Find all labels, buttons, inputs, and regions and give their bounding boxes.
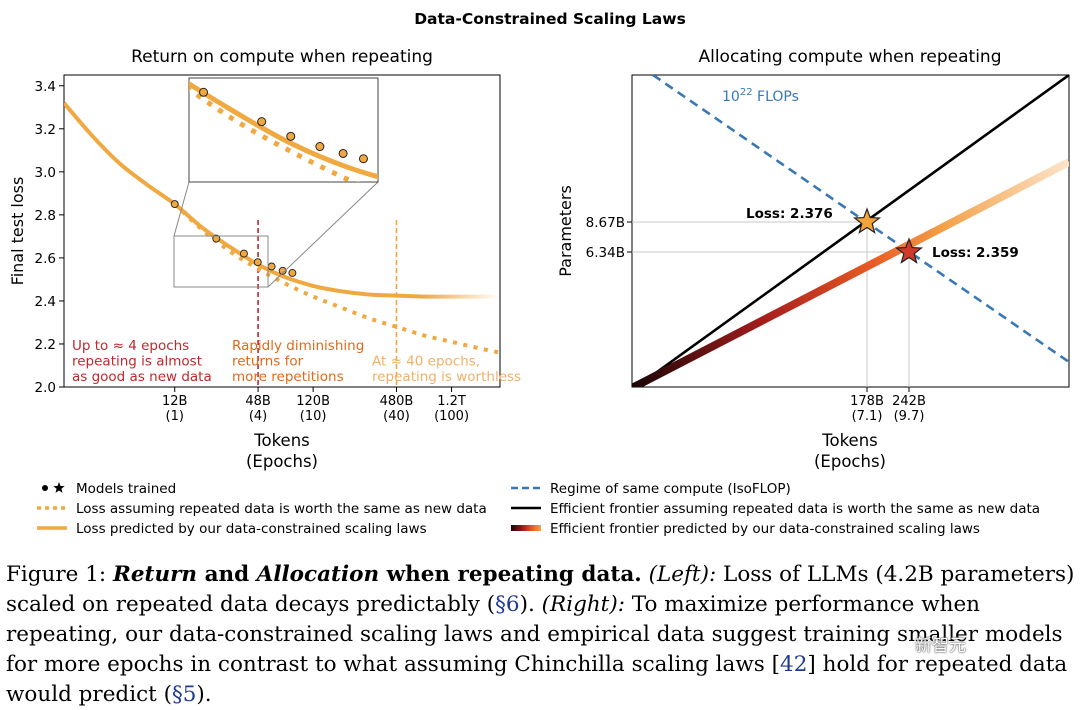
inset-model-point [358,154,368,164]
star-label-red: Loss: 2.359 [932,245,1019,261]
figure-title: Data-Constrained Scaling Laws [414,10,686,28]
ytick-label: 3.4 [35,79,56,95]
figure: Data-Constrained Scaling Laws Return on … [8,10,1070,537]
optimal-point-star-red [894,237,924,264]
model-point [253,258,262,267]
left-y-label: Final test loss [8,177,27,286]
right-y-label: Parameters [556,185,575,277]
ytick-label: 3.2 [35,122,56,138]
right-plot-frame [631,74,1070,388]
model-point [170,200,179,209]
right-x-axis: 178B (7.1) 242B (9.7) [850,387,926,424]
annotation-40-epochs: At ≈ 40 epochs, repeating is worthless [372,354,521,386]
left-chart-title: Return on compute when repeating [131,47,433,67]
inset-model-point [199,87,209,97]
xtick-label: 1.2T [437,394,466,409]
ytick-label: 3.0 [35,165,56,181]
inset-model-point [315,142,325,152]
right-x-label-epochs: (Epochs) [814,452,886,471]
model-point [278,266,287,275]
ytick-label: 2.2 [35,337,56,353]
legend-dot-marker [42,485,48,491]
xtick-sublabel: (1) [166,409,184,424]
xtick-sublabel: (4) [249,409,267,424]
right-chart-title: Allocating compute when repeating [698,47,1001,67]
xtick-label: 12B [162,394,187,409]
left-plot-frame [63,74,501,388]
annotation-4-epochs: Up to ≈ 4 epochs repeating is almost as … [72,338,212,385]
right-y-axis: 8.67B 6.34B [586,215,632,261]
model-point [267,262,276,271]
legend-item-models-trained: Models trained [76,481,176,497]
model-point [212,234,221,243]
left-model-points [170,200,297,277]
legend-star-marker [53,482,65,493]
legend-gradient-marker [511,525,541,531]
caption-link-ref-42[interactable]: 42 [780,652,808,677]
inset-content [189,80,378,182]
xtick-label: 48B [245,394,270,409]
legend-item-assume-equal: Loss assuming repeated data is worth the… [76,501,487,517]
inset-model-point [338,148,348,158]
optimal-point-star-orange [852,207,882,234]
frontier-data-constrained-line [632,158,1069,387]
caption-link-section-5[interactable]: §5 [171,682,197,707]
left-series [64,101,500,355]
model-point [288,269,297,277]
xtick-label: 178B [850,394,884,409]
zoom-indicator [173,181,379,288]
model-point [239,249,248,258]
legend-item-frontier-predicted: Efficient frontier predicted by our data… [550,521,980,537]
frontier-repeated-equal-line [633,75,1069,387]
legend-item-isoflop: Regime of same compute (IsoFLOP) [550,481,791,497]
xtick-sublabel: (100) [434,409,469,424]
left-x-axis: 12B(1) 48B(4) 120B(10) 480B(40) 1.2T(100) [162,387,469,424]
right-x-label: Tokens [821,431,878,450]
ytick-label: 2.6 [35,251,56,267]
inset-model-point [286,131,296,141]
xtick-label: 120B [296,394,330,409]
legend-item-frontier-equal: Efficient frontier assuming repeated dat… [550,501,1040,517]
left-chart: Return on compute when repeating 2.02.22… [8,47,521,471]
right-guides [632,221,910,387]
inset-model-point [257,117,267,127]
isoflop-label: 1022 FLOPs [722,87,799,105]
zoom-region-box [173,235,269,288]
right-chart: Allocating compute when repeating Parame… [556,47,1070,471]
xtick-sublabel: (7.1) [852,409,883,424]
xtick-sublabel: (40) [383,409,410,424]
ytick-label: 2.8 [35,208,56,224]
inset-predicted-line [189,80,378,180]
xtick-sublabel: (9.7) [894,409,925,424]
legend-right: Regime of same compute (IsoFLOP) Efficie… [511,481,1040,537]
ytick-label: 2.4 [35,294,56,310]
watermark: 新智元 [915,636,966,656]
xtick-sublabel: (10) [300,409,327,424]
ytick-label: 6.34B [586,245,625,261]
ytick-label: 8.67B [586,215,625,231]
legend-item-predicted: Loss predicted by our data-constrained s… [76,521,427,537]
caption-link-section-6[interactable]: §6 [495,592,520,617]
inset-assume-equal-line [189,85,360,182]
legend-left: Models trained Loss assuming repeated da… [37,481,487,537]
left-y-axis: 2.0 2.2 2.4 2.6 2.8 3.0 3.2 3.4 [35,79,64,396]
annotation-diminishing: Rapidly diminishing returns for more rep… [232,338,369,385]
isoflop-line [652,75,1069,364]
star-label-orange: Loss: 2.376 [746,206,833,222]
left-x-label: Tokens [253,431,310,450]
left-annotations: Up to ≈ 4 epochs repeating is almost as … [72,338,521,385]
zoom-inset [188,77,379,183]
xtick-label: 242B [892,394,926,409]
zoom-connector-right [267,181,379,288]
xtick-label: 480B [380,394,414,409]
zoom-connector-left [173,181,190,237]
left-reference-lines [257,220,398,387]
series-predicted-line [64,101,500,299]
series-assume-equal-line [173,202,500,355]
ytick-label: 2.0 [35,380,56,396]
left-x-label-epochs: (Epochs) [246,452,318,471]
